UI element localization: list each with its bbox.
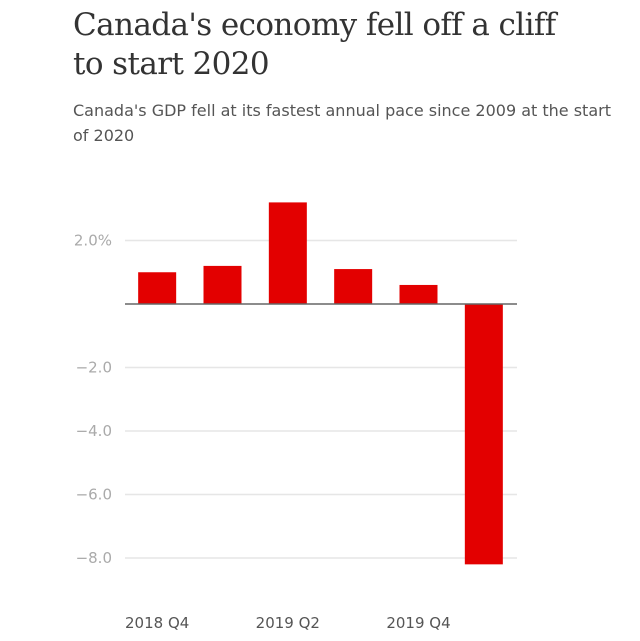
axes: 2.0% −2.0 −4.0 −6.0 −8.0 2018 Q4 2019 Q2 2019 Q… — [74, 232, 517, 632]
bar-2019-q4 — [399, 284, 438, 304]
y-tick-label: −6.0 — [76, 486, 112, 504]
x-tick-label: 2018 Q4 — [125, 614, 189, 632]
bar-2020-q1 — [464, 304, 503, 565]
y-tick-label: −4.0 — [76, 422, 112, 440]
chart-subtitle: Canada's GDP fell at its fastest annual … — [73, 101, 611, 145]
y-tick-label: −8.0 — [76, 549, 112, 567]
chart-title: Canada's economy fell off a cliff to sta… — [73, 7, 556, 82]
gridlines — [125, 239, 517, 559]
bar-2019-q1 — [203, 265, 242, 304]
x-tick-label: 2019 Q4 — [386, 614, 450, 632]
bar-2019-q2 — [268, 202, 307, 304]
y-tick-label: −2.0 — [76, 359, 112, 377]
bars — [138, 202, 503, 565]
y-tick-label: 2.0% — [74, 232, 112, 250]
x-tick-label: 2019 Q2 — [256, 614, 320, 632]
bar-2018-q4 — [138, 272, 177, 304]
bar-2019-q3 — [334, 269, 373, 304]
